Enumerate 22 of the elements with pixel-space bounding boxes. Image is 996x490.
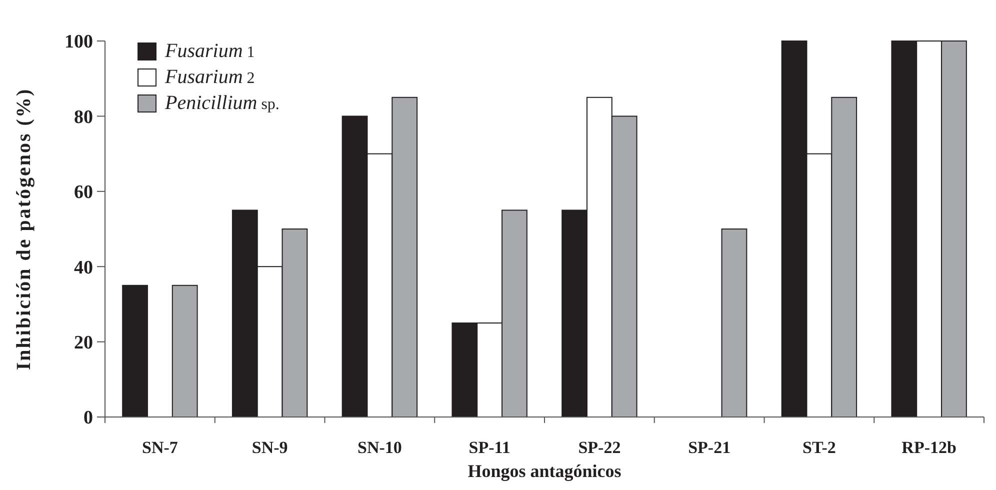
legend-label: Fusarium 2 (164, 66, 255, 88)
legend-label: Penicillium sp. (164, 92, 280, 114)
y-tick-label: 0 (84, 408, 93, 429)
y-tick-label: 40 (74, 257, 93, 278)
bar (721, 228, 748, 418)
x-tick-label: RP-12b (902, 438, 956, 457)
y-axis-title: Inhibición de patógenos (%) (13, 88, 35, 370)
x-tick-label: SP-21 (688, 438, 731, 457)
x-tick-label: SN-7 (142, 438, 178, 457)
y-tick-label: 80 (74, 106, 93, 128)
x-tick-label: SN-10 (357, 438, 402, 457)
x-tick-label: ST-2 (802, 438, 836, 457)
bar (172, 284, 198, 418)
x-tick-label: SP-11 (468, 438, 510, 457)
y-tick-label: 20 (74, 332, 93, 354)
x-tick-label: SN-9 (252, 438, 288, 457)
bar (122, 284, 148, 418)
y-tick-label: 100 (64, 32, 93, 53)
y-tick-label: 60 (74, 182, 93, 204)
x-axis-title: Hongos antagónicos (468, 461, 622, 481)
legend-label: Fusarium 1 (164, 40, 255, 62)
x-tick-label: SP-22 (578, 438, 621, 457)
